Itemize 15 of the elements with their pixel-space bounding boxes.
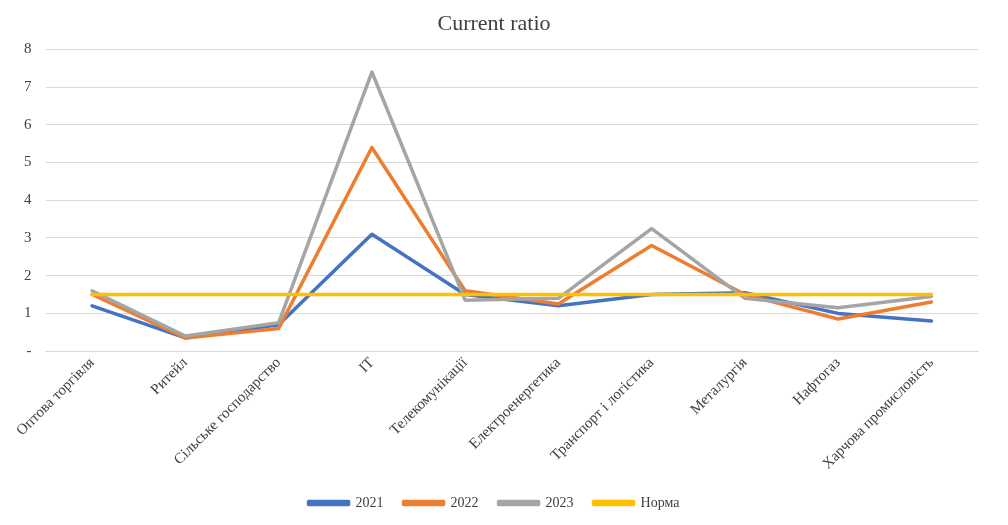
y-tick-label: 5: [24, 153, 32, 170]
x-tick-label: IT: [355, 354, 377, 376]
y-tick-label: 6: [24, 115, 32, 132]
legend-label: Норма: [640, 494, 681, 510]
legend-label: 2021: [355, 494, 384, 510]
y-tick-label: 2: [24, 266, 32, 283]
y-tick-label: -: [26, 342, 32, 359]
y-tick-label: 1: [24, 304, 32, 321]
y-tick-label: 3: [24, 228, 32, 245]
legend-label: 2023: [545, 494, 574, 510]
y-tick-label: 8: [24, 40, 32, 57]
y-tick-label: 4: [24, 191, 32, 208]
chart-title: Current ratio: [437, 9, 551, 35]
legend-label: 2022: [450, 494, 479, 510]
y-tick-label: 7: [24, 78, 32, 95]
